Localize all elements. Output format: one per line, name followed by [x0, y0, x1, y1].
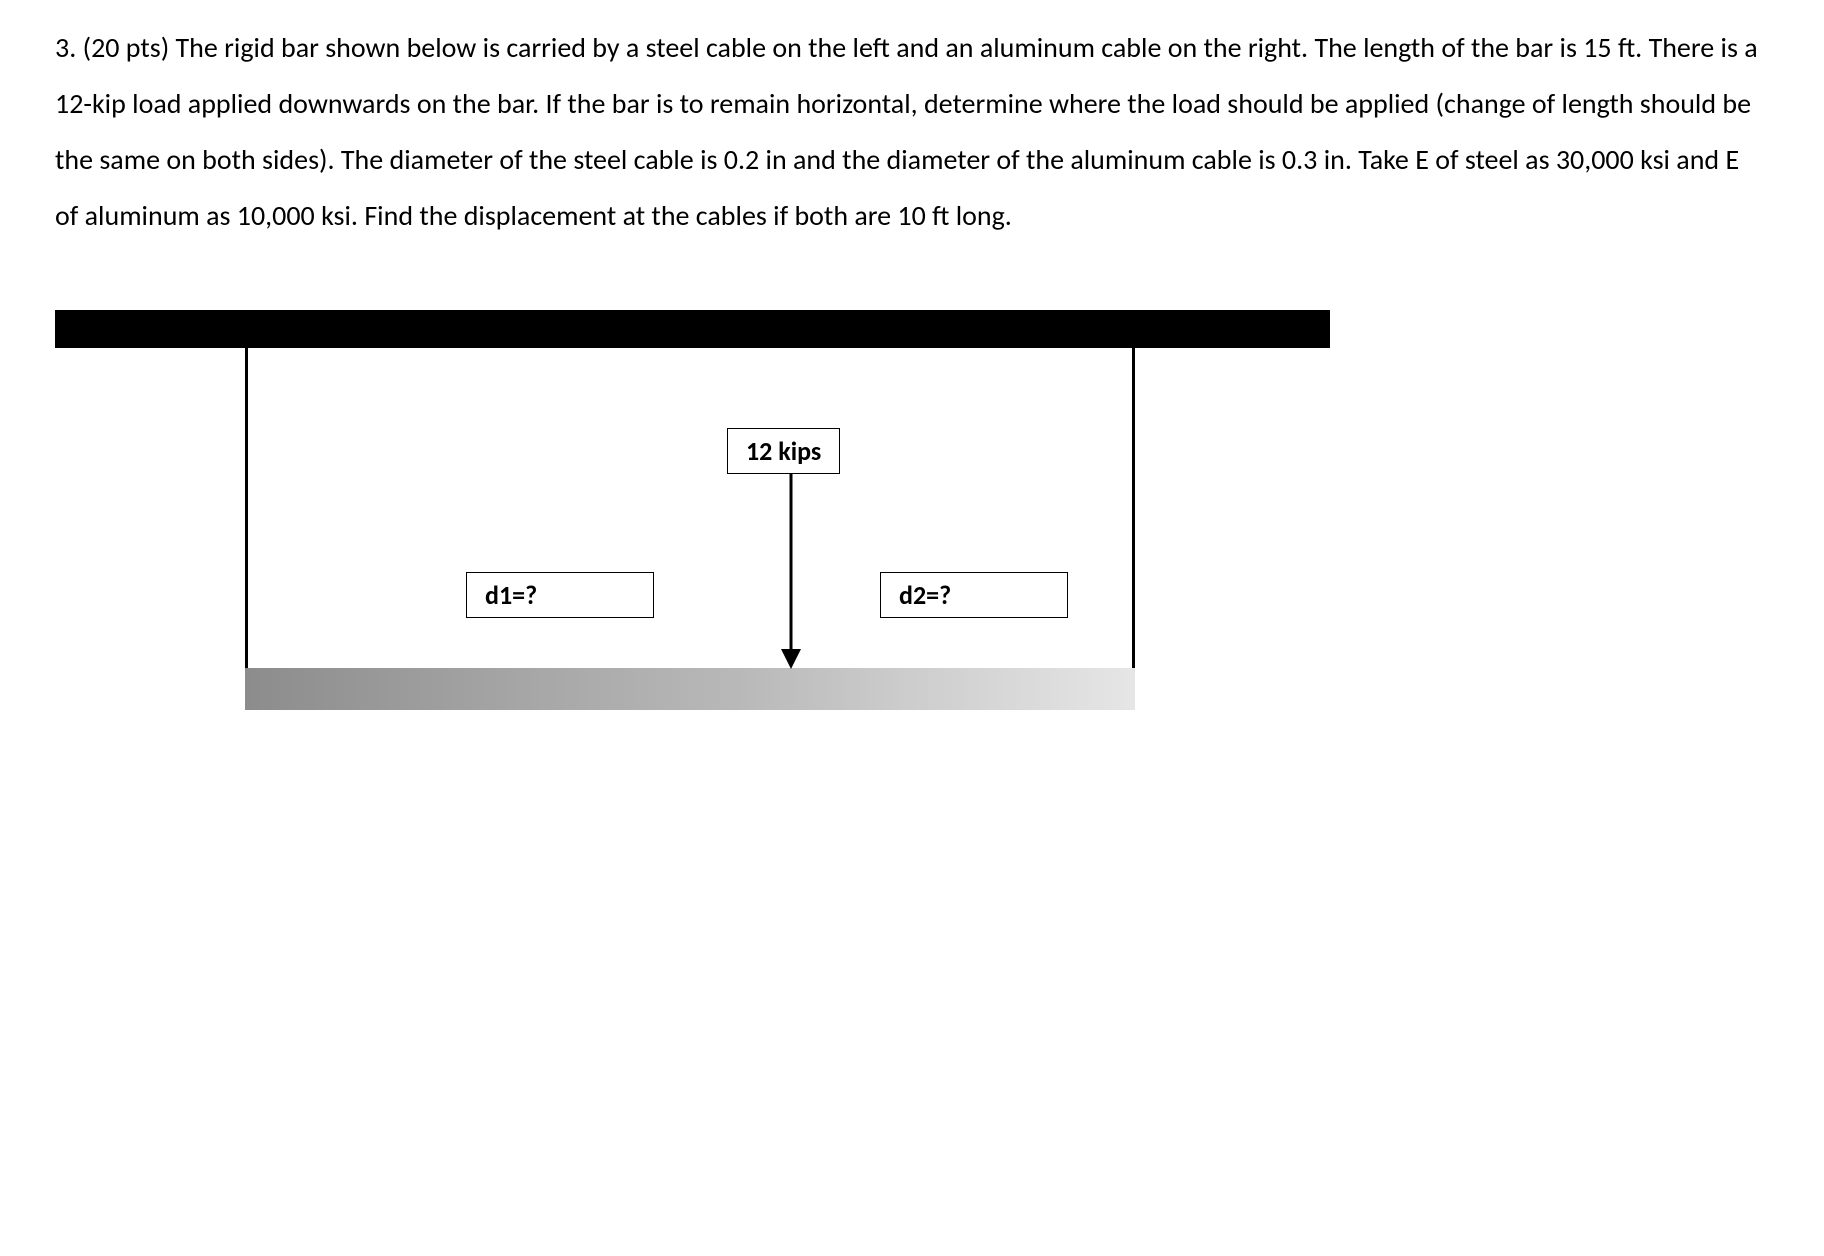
rigid-bar — [245, 668, 1135, 710]
diagram-container: 12 kips d1=? d2=? — [55, 310, 1355, 730]
steel-cable-left — [245, 348, 248, 668]
problem-statement: 3. (20 pts) The rigid bar shown below is… — [55, 20, 1765, 244]
fixed-support-bar — [55, 310, 1330, 348]
load-label: 12 kips — [727, 428, 840, 474]
d1-label: d1=? — [466, 572, 654, 618]
load-arrow-icon — [771, 474, 811, 674]
aluminum-cable-right — [1132, 348, 1135, 668]
d2-label: d2=? — [880, 572, 1068, 618]
